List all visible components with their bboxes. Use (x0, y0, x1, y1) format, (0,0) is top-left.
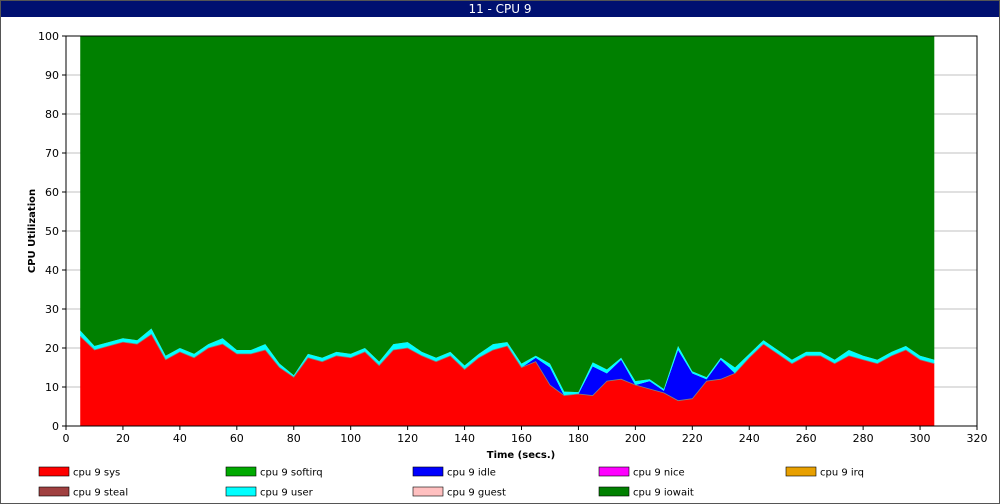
legend-swatch (785, 466, 817, 477)
x-tick-label: 100 (340, 432, 361, 445)
y-tick-label: 10 (45, 381, 59, 394)
y-tick-label: 20 (45, 342, 59, 355)
x-tick-label: 200 (625, 432, 646, 445)
x-tick-label: 60 (230, 432, 244, 445)
legend-swatch (225, 466, 257, 477)
legend-swatch (225, 486, 257, 497)
x-tick-label: 300 (910, 432, 931, 445)
cpu-utilization-chart: 0 10 20 30 40 50 60 70 80 90 100 0 20 40 60 80 100 120 140… (27, 30, 988, 499)
y-tick-label: 100 (38, 30, 59, 43)
legend-label: cpu 9 irq (820, 468, 864, 479)
series-area-cpu-9-iowait (80, 36, 935, 393)
legend-swatch (38, 466, 70, 477)
legend-label: cpu 9 iowait (633, 488, 694, 499)
legend-label: cpu 9 softirq (260, 468, 323, 479)
x-tick-label: 80 (287, 432, 301, 445)
x-tick-label: 140 (454, 432, 475, 445)
y-tick-label: 90 (45, 69, 59, 82)
legend-label: cpu 9 user (260, 488, 314, 499)
legend: cpu 9 sys cpu 9 softirq cpu 9 idle cpu 9 ni… (38, 466, 864, 499)
y-axis-label: CPU Utilization (27, 189, 38, 273)
x-tick-label: 280 (853, 432, 874, 445)
y-tick-label: 0 (52, 420, 59, 433)
x-tick-label: 20 (116, 432, 130, 445)
series-areas (79, 36, 935, 426)
legend-label: cpu 9 nice (633, 468, 685, 479)
x-tick-label: 120 (397, 432, 418, 445)
x-tick-label: 220 (682, 432, 703, 445)
legend-item-cpu-9-sys: cpu 9 sys (38, 466, 120, 479)
y-tick-label: 50 (45, 225, 59, 238)
y-tick-label: 70 (45, 147, 59, 160)
y-tick-label: 40 (45, 264, 59, 277)
x-tick-label: 0 (63, 432, 70, 445)
y-tick-label: 30 (45, 303, 59, 316)
x-axis-label: Time (secs.) (487, 450, 556, 461)
legend-item-cpu-9-iowait: cpu 9 iowait (598, 486, 694, 499)
legend-swatch (38, 486, 70, 497)
legend-swatch (598, 486, 630, 497)
legend-label: cpu 9 idle (447, 468, 496, 479)
x-tick-label: 320 (967, 432, 988, 445)
x-tick-label: 180 (568, 432, 589, 445)
series-area-cpu-9-sys (80, 334, 935, 426)
legend-swatch (412, 486, 444, 497)
window-title: 11 - CPU 9 (1, 1, 999, 17)
legend-item-cpu-9-user: cpu 9 user (225, 486, 314, 499)
legend-label: cpu 9 steal (73, 488, 128, 499)
legend-item-cpu-9-guest: cpu 9 guest (412, 486, 506, 499)
legend-swatch (412, 466, 444, 477)
axis-ticks: 0 10 20 30 40 50 60 70 80 90 100 0 20 40 60 80 100 120 140… (38, 30, 988, 445)
legend-item-cpu-9-softirq: cpu 9 softirq (225, 466, 323, 479)
legend-label: cpu 9 guest (447, 488, 506, 499)
legend-label: cpu 9 sys (73, 468, 120, 479)
legend-item-cpu-9-nice: cpu 9 nice (598, 466, 685, 479)
legend-item-cpu-9-irq: cpu 9 irq (785, 466, 864, 479)
x-tick-label: 240 (739, 432, 760, 445)
x-tick-label: 260 (796, 432, 817, 445)
legend-swatch (598, 466, 630, 477)
legend-item-cpu-9-steal: cpu 9 steal (38, 486, 128, 499)
x-tick-label: 40 (173, 432, 187, 445)
y-tick-label: 60 (45, 186, 59, 199)
x-tick-label: 160 (511, 432, 532, 445)
legend-item-cpu-9-idle: cpu 9 idle (412, 466, 496, 479)
y-tick-label: 80 (45, 108, 59, 121)
series-outline-cpu-9-sys (79, 333, 935, 402)
